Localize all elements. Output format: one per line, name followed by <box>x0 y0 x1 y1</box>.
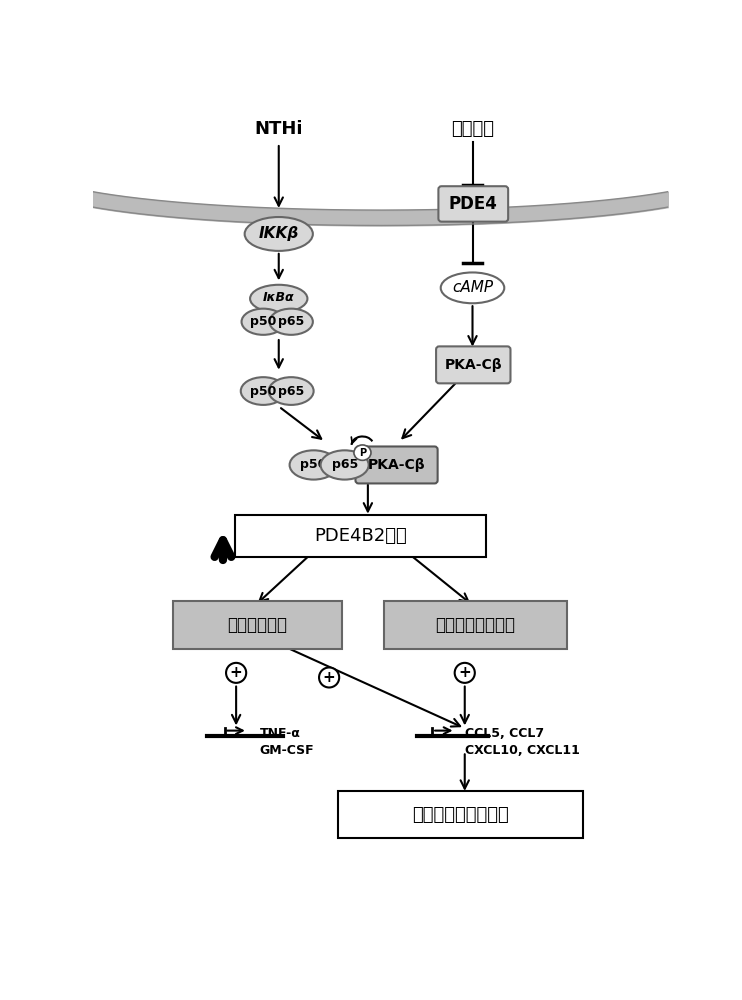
Ellipse shape <box>226 663 246 683</box>
FancyBboxPatch shape <box>384 601 567 649</box>
Text: p50: p50 <box>250 315 277 328</box>
Text: PKA-Cβ: PKA-Cβ <box>444 358 502 372</box>
Text: PDE4B2表达: PDE4B2表达 <box>314 527 407 545</box>
Ellipse shape <box>354 445 371 460</box>
FancyBboxPatch shape <box>173 601 342 649</box>
Text: p65: p65 <box>332 458 358 471</box>
Text: TNF-α
GM-CSF: TNF-α GM-CSF <box>260 727 314 757</box>
FancyBboxPatch shape <box>439 186 508 222</box>
Ellipse shape <box>321 450 369 480</box>
Text: CCL5, CCL7
CXCL10, CXCL11: CCL5, CCL7 CXCL10, CXCL11 <box>464 727 580 757</box>
Text: 罗氟司特降低的功效: 罗氟司特降低的功效 <box>413 806 509 824</box>
Ellipse shape <box>245 217 313 251</box>
FancyBboxPatch shape <box>436 346 510 383</box>
Text: p50: p50 <box>301 458 326 471</box>
FancyBboxPatch shape <box>234 515 486 557</box>
Ellipse shape <box>242 309 285 335</box>
Ellipse shape <box>455 663 475 683</box>
Text: PDE4: PDE4 <box>449 195 498 213</box>
Text: p50: p50 <box>250 385 277 398</box>
Text: IKKβ: IKKβ <box>259 226 299 241</box>
Ellipse shape <box>240 377 286 405</box>
Text: 酶活性依赖性: 酶活性依赖性 <box>227 616 287 634</box>
Text: +: + <box>459 665 471 680</box>
Text: IκBα: IκBα <box>263 291 295 304</box>
Ellipse shape <box>441 272 505 303</box>
Text: P: P <box>359 448 366 458</box>
Ellipse shape <box>269 377 314 405</box>
Text: 罗氟司特: 罗氟司特 <box>451 120 494 138</box>
Text: p65: p65 <box>278 385 304 398</box>
Ellipse shape <box>250 285 307 312</box>
Text: NTHi: NTHi <box>255 120 303 138</box>
Ellipse shape <box>269 309 313 335</box>
FancyBboxPatch shape <box>355 446 438 483</box>
Text: 酶活性非性依赖性: 酶活性非性依赖性 <box>436 616 516 634</box>
Text: p65: p65 <box>278 315 304 328</box>
Text: cAMP: cAMP <box>452 280 493 295</box>
Text: +: + <box>323 670 335 685</box>
Ellipse shape <box>289 450 338 480</box>
Ellipse shape <box>319 667 339 687</box>
Text: PKA-Cβ: PKA-Cβ <box>368 458 425 472</box>
Text: +: + <box>230 665 243 680</box>
FancyBboxPatch shape <box>338 791 583 838</box>
